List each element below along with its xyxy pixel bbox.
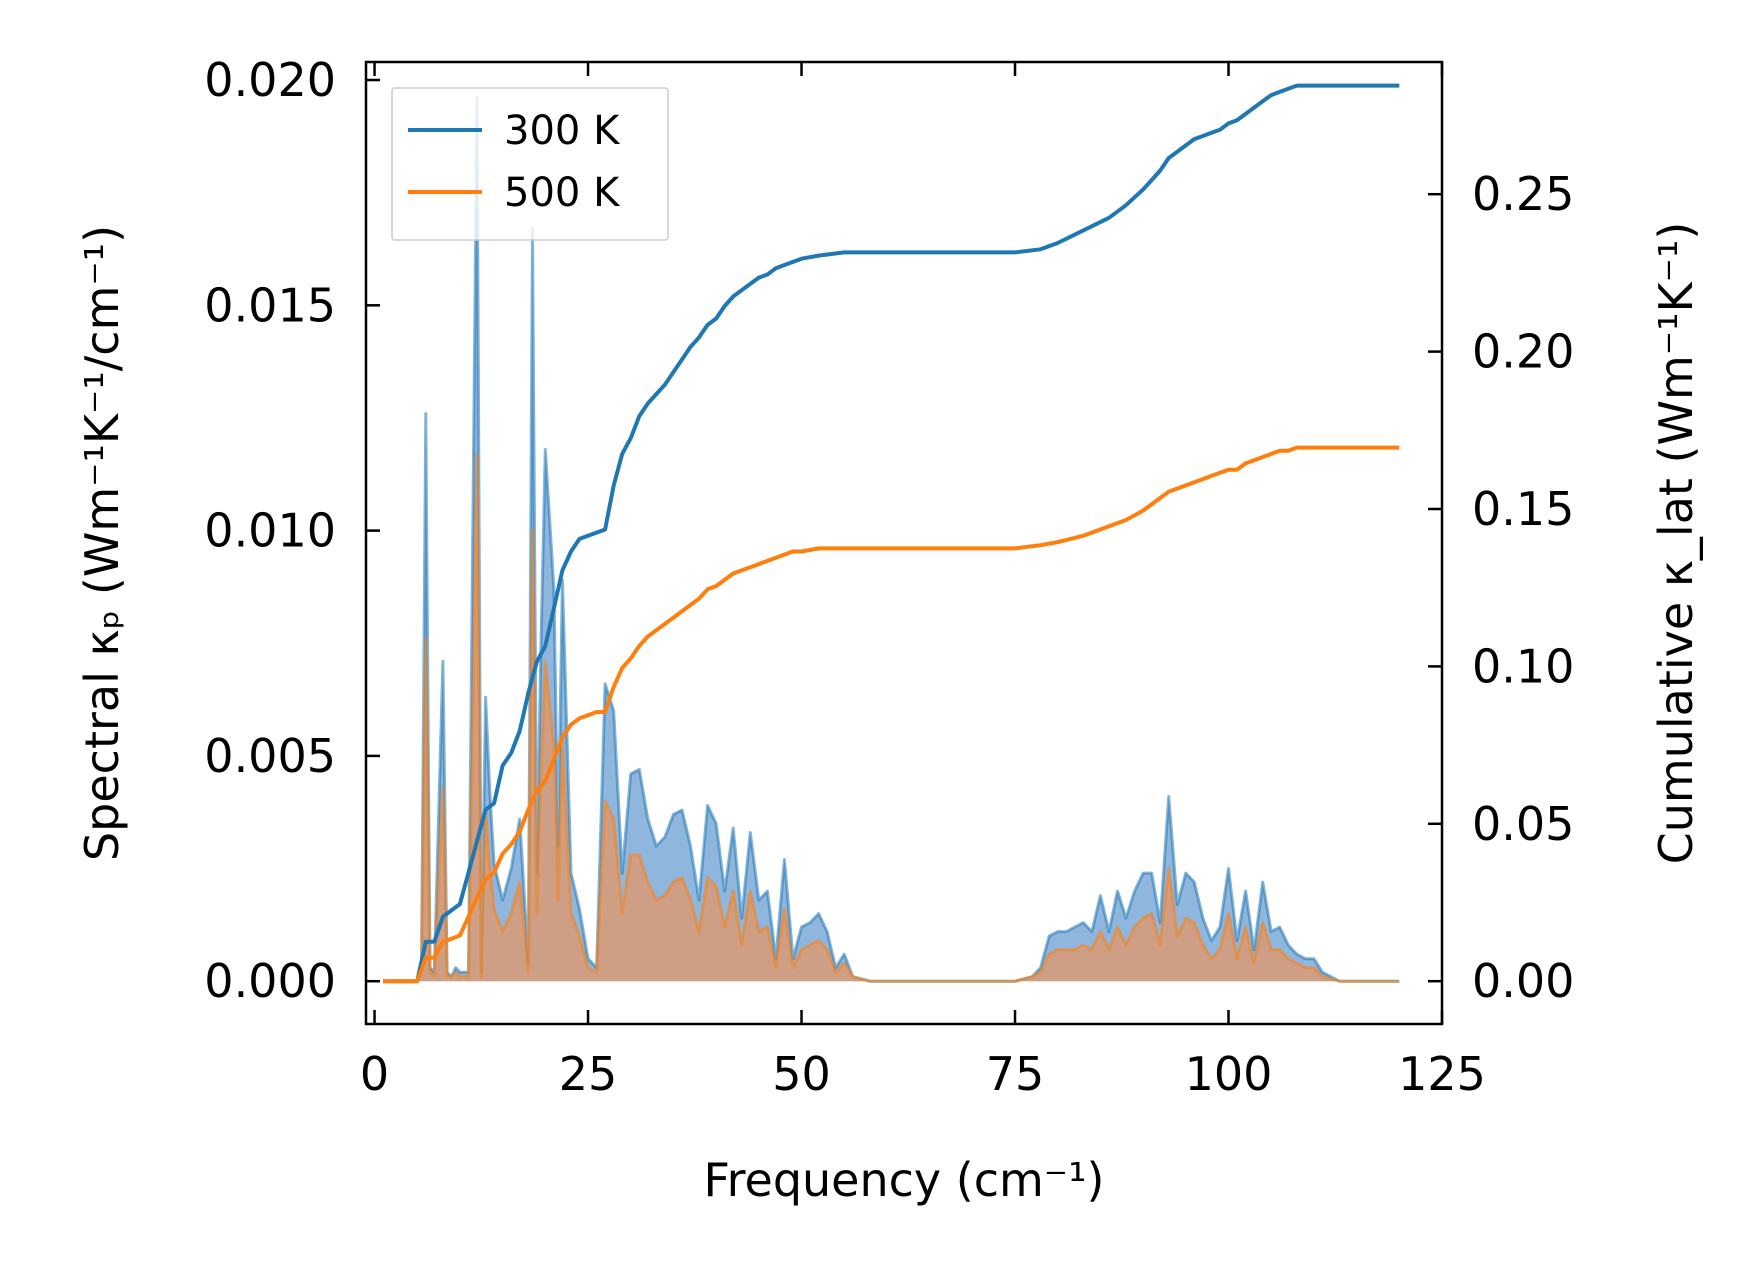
x-tick-label: 75 [986,1047,1045,1101]
legend-label-300k: 300 K [504,108,621,154]
spectral-outline-500k [383,452,1400,983]
x-tick-label: 125 [1398,1047,1486,1101]
series-lines [383,83,1400,984]
x-tick-label: 0 [360,1047,389,1101]
spectral-fill-500k [383,454,1400,982]
legend-label-500k: 500 K [504,170,621,216]
cumulative-line-300k [383,83,1400,984]
plot-frame [364,60,1444,1026]
axis-ticks [366,62,1444,1024]
x-tick-label: 25 [559,1047,618,1101]
y-tick-label-left: 0.000 [204,954,336,1008]
y-axis-title-right: Cumulative κ_lat (Wm⁻¹K⁻¹) [1649,222,1703,865]
y-tick-label-right: 0.05 [1472,797,1574,851]
x-tick-label: 100 [1185,1047,1273,1101]
y-tick-label-left: 0.005 [204,729,336,783]
x-axis-title: Frequency (cm⁻¹) [704,1153,1105,1207]
x-tick-label: 50 [772,1047,831,1101]
y-tick-label-left: 0.015 [204,278,336,332]
legend-box [391,87,669,241]
y-tick-label-right: 0.20 [1472,325,1574,379]
y-tick-label-left: 0.020 [204,53,336,107]
y-tick-label-right: 0.00 [1472,954,1574,1008]
y-tick-label-right: 0.15 [1472,482,1574,536]
y-axis-title-left: Spectral κₚ (Wm⁻¹K⁻¹/cm⁻¹) [75,225,129,861]
y-tick-label-right: 0.25 [1472,167,1574,221]
legend: 300 K 500 K [391,87,669,241]
y-tick-label-left: 0.010 [204,504,336,558]
cumulative-line-500k [383,445,1400,984]
plot-area [383,83,1400,984]
y-tick-label-right: 0.10 [1472,639,1574,693]
spectral-fills [383,96,1400,983]
tick-labels: 0 25 50 75 100 125 0.000 0.005 0.010 0.015 0.020 0.… [204,53,1574,1101]
